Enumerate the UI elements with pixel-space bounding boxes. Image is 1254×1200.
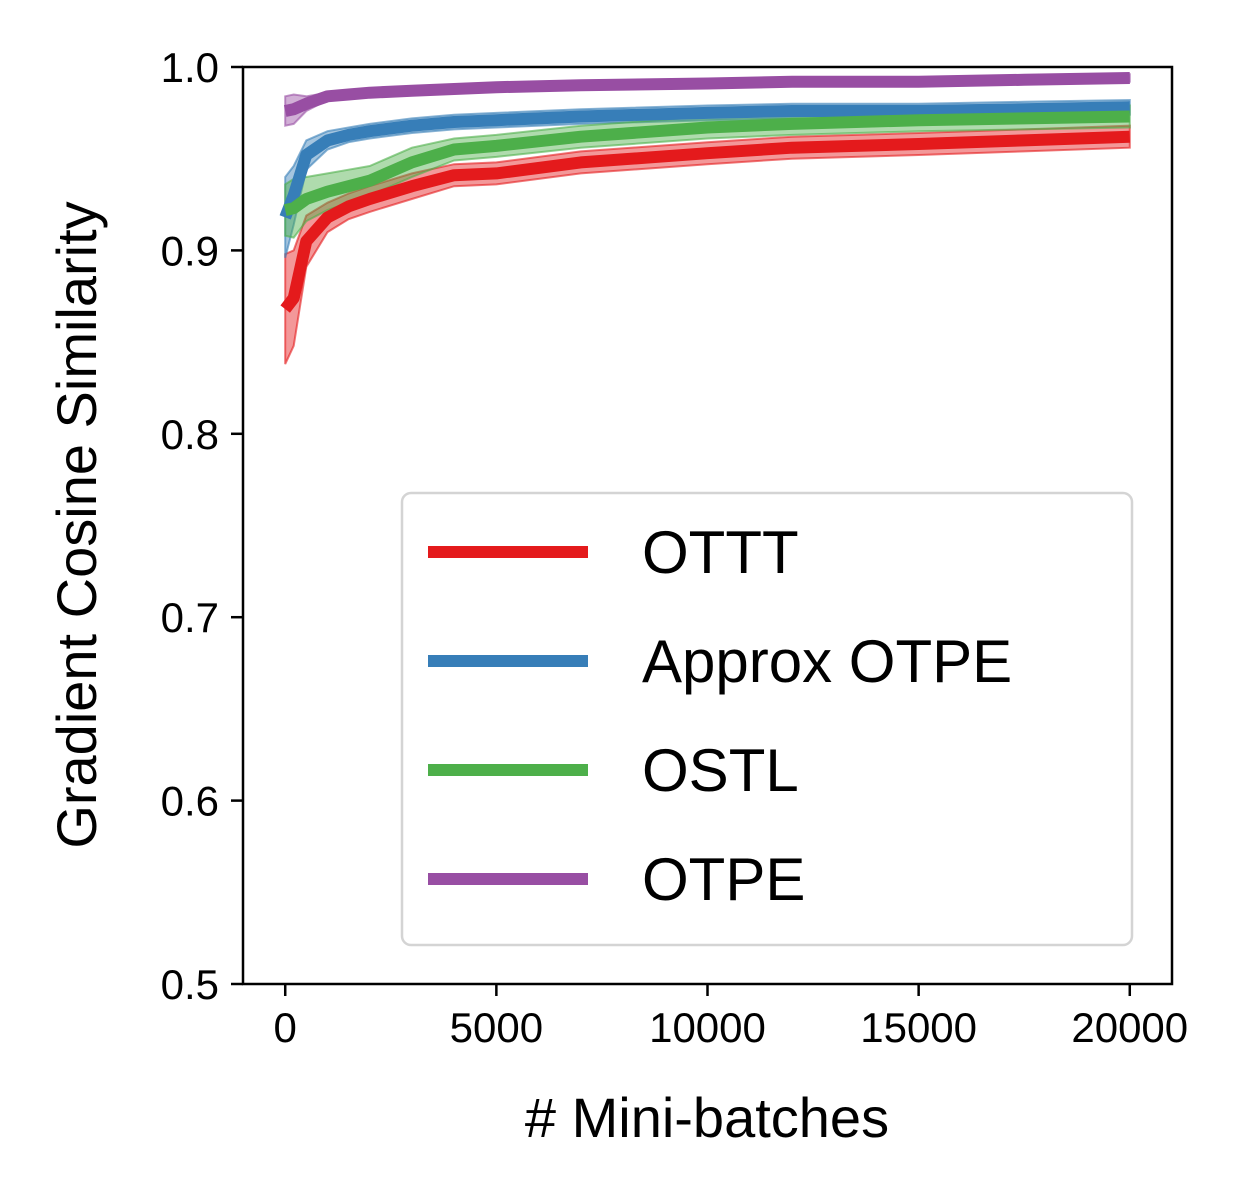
x-tick-label: 15000 <box>860 1004 977 1051</box>
x-tick-label: 5000 <box>450 1004 543 1051</box>
y-tick-label: 0.5 <box>161 961 219 1008</box>
y-tick-label: 0.8 <box>161 411 219 458</box>
legend: OTTT Approx OTPE OSTL OTPE <box>400 491 1134 947</box>
x-tick-label: 0 <box>274 1004 297 1051</box>
x-tick-label: 10000 <box>649 1004 766 1051</box>
y-tick-label: 1.0 <box>161 44 219 91</box>
legend-box <box>400 491 1134 947</box>
y-axis-ticks: 0.5 0.6 0.7 0.8 0.9 1.0 <box>161 44 243 1008</box>
y-axis-label: Gradient Cosine Similarity <box>45 201 108 848</box>
legend-label-otpe: OTPE <box>642 846 805 913</box>
x-axis-label: # Mini-batches <box>525 1086 889 1149</box>
line-approx-otpe <box>279 101 1130 220</box>
x-tick-label: 20000 <box>1071 1004 1188 1051</box>
line-ottt <box>280 130 1131 313</box>
y-tick-label: 0.7 <box>161 594 219 641</box>
series-lines <box>279 72 1131 313</box>
legend-label-ostl: OSTL <box>642 737 799 804</box>
legend-entries: OTTT Approx OTPE OSTL OTPE <box>428 519 1012 913</box>
line-ostl <box>283 110 1130 216</box>
y-tick-label: 0.6 <box>161 778 219 825</box>
legend-label-ottt: OTTT <box>642 519 799 586</box>
line-otpe <box>283 72 1130 117</box>
y-tick-label: 0.9 <box>161 227 219 274</box>
x-axis-ticks: 0 5000 10000 15000 20000 <box>274 984 1188 1051</box>
legend-label-approx-otpe: Approx OTPE <box>642 628 1012 695</box>
